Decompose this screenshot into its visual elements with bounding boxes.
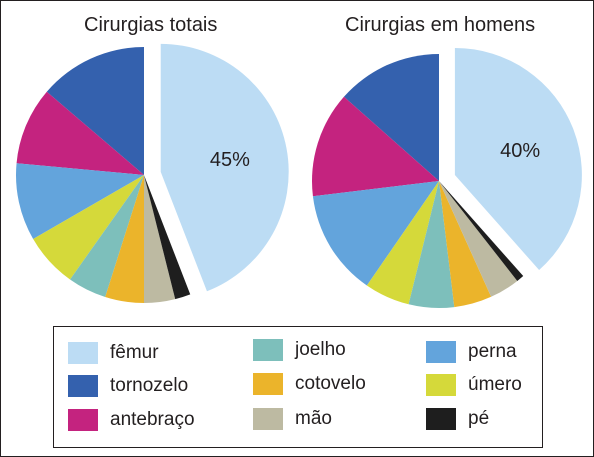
legend-swatch bbox=[68, 409, 98, 431]
legend-label: antebraço bbox=[110, 409, 195, 430]
legend-label: pé bbox=[468, 408, 490, 429]
legend-label: perna bbox=[468, 341, 517, 362]
legend-item-pe: pé bbox=[426, 407, 489, 431]
legend-item-femur: fêmur bbox=[68, 341, 159, 365]
pie-slice-umero bbox=[33, 175, 144, 280]
legend-swatch bbox=[68, 342, 98, 364]
legend-swatch bbox=[426, 374, 456, 396]
legend-item-umero: úmero bbox=[426, 373, 522, 397]
pie-chart-total: 45% bbox=[16, 43, 289, 303]
legend-label: úmero bbox=[468, 374, 522, 395]
pie-slice-joelho bbox=[408, 181, 455, 308]
pie-slice-antebraco bbox=[312, 96, 439, 197]
pie-slice-femur bbox=[454, 47, 582, 271]
legend-item-antebraco: antebraço bbox=[68, 408, 195, 432]
chart-title-total: Cirurgias totais bbox=[84, 14, 218, 36]
pie-slice-antebraco bbox=[16, 91, 144, 175]
legend-label: tornozelo bbox=[110, 375, 189, 396]
legend-swatch bbox=[68, 375, 98, 397]
pie-slice-perna bbox=[312, 181, 439, 286]
legend-swatch bbox=[426, 408, 456, 430]
legend-label: cotovelo bbox=[295, 373, 366, 394]
pie-slice-pe bbox=[144, 175, 191, 300]
legend-swatch bbox=[426, 341, 456, 363]
pie-slice-femur bbox=[160, 43, 289, 292]
pie-slice-value-label: 45% bbox=[210, 149, 250, 171]
legend-item-tornozelo: tornozelo bbox=[68, 374, 188, 398]
legend-swatch bbox=[253, 339, 283, 361]
pie-slice-pe bbox=[439, 181, 524, 281]
pie-slice-value-label: 40% bbox=[500, 140, 540, 162]
legend-item-perna: perna bbox=[426, 340, 517, 364]
legend: fêmur tornozelo antebraço joelho cotovel… bbox=[53, 326, 543, 448]
pie-chart-men: 40% bbox=[312, 47, 582, 308]
pie-slice-umero bbox=[366, 181, 439, 305]
legend-swatch bbox=[253, 408, 283, 430]
pie-slice-mao bbox=[144, 175, 176, 303]
legend-label: fêmur bbox=[110, 342, 159, 363]
pie-slice-joelho bbox=[70, 175, 144, 297]
pie-slice-cotovelo bbox=[439, 181, 492, 308]
legend-item-cotovelo: cotovelo bbox=[253, 372, 366, 396]
legend-swatch bbox=[253, 373, 283, 395]
legend-item-mao: mão bbox=[253, 407, 332, 431]
pie-slice-tornozelo bbox=[343, 54, 439, 181]
legend-item-joelho: joelho bbox=[253, 338, 346, 362]
chart-title-men: Cirurgias em homens bbox=[345, 14, 536, 36]
pie-slice-cotovelo bbox=[105, 175, 144, 303]
legend-label: joelho bbox=[295, 339, 346, 360]
pie-slice-mao bbox=[439, 181, 518, 297]
pie-slice-perna bbox=[16, 163, 144, 239]
legend-label: mão bbox=[295, 408, 332, 429]
pie-slice-tornozelo bbox=[46, 47, 144, 175]
